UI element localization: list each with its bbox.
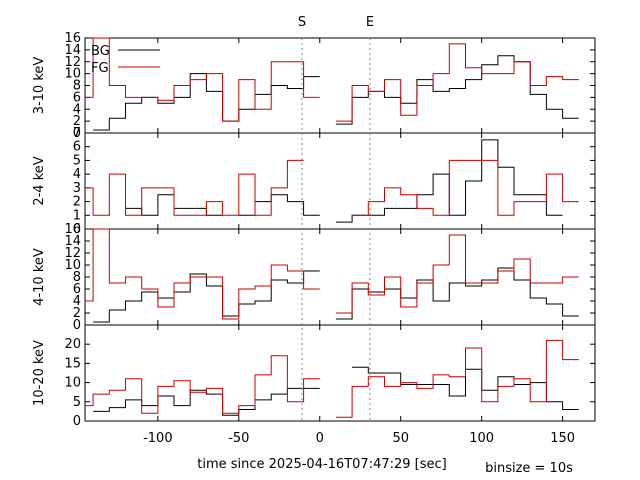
y-tick-label: 2 <box>73 195 81 210</box>
y-tick-label: 8 <box>73 79 81 94</box>
y-axis-label: 10-20 keV <box>32 340 47 406</box>
y-tick-label: 8 <box>73 270 81 285</box>
y-tick-label: 6 <box>73 90 81 105</box>
y-tick-label: 2 <box>73 114 81 129</box>
series-bg-line <box>125 139 563 223</box>
y-tick-label: 10 <box>64 376 81 391</box>
x-axis-label: time since 2025-04-16T07:47:29 [sec] <box>197 457 446 472</box>
x-tick-labels: -100 -50 0 50 100 150 <box>143 431 575 446</box>
y-tick-label: 10 <box>64 258 81 273</box>
y-tick-label: 12 <box>64 246 81 261</box>
y-axis-label: 2-4 keV <box>32 156 47 205</box>
x-tick-label: 150 <box>550 431 575 446</box>
y-tick-label: 3 <box>73 181 81 196</box>
y-tick-label: 15 <box>64 356 81 371</box>
y-tick-label: 0 <box>73 222 81 237</box>
y-tick-label: 14 <box>64 43 81 58</box>
panel-4: 0 5 10 15 20 10-20 keV <box>32 324 596 429</box>
y-tick-label: 5 <box>73 153 81 168</box>
y-tick-label: 5 <box>73 395 81 410</box>
y-axis-label: 3-10 keV <box>32 57 47 115</box>
binsize-label: binsize = 10s <box>485 461 573 476</box>
x-tick-label: 100 <box>469 431 494 446</box>
series-fg-line <box>85 159 579 216</box>
y-tick-label: 20 <box>64 337 81 352</box>
x-tick-label: 50 <box>392 431 409 446</box>
y-tick-label: 0 <box>73 318 81 333</box>
y-tick-label: 4 <box>73 294 81 309</box>
x-tick-label: -50 <box>228 431 249 446</box>
series-fg-line <box>85 37 579 122</box>
marker-label-s: S <box>298 15 306 30</box>
x-tick-label: 0 <box>316 431 324 446</box>
y-tick-label: 16 <box>64 31 81 46</box>
series-fg-line <box>85 339 579 418</box>
y-tick-label: 12 <box>64 55 81 70</box>
marker-label-e: E <box>366 15 374 30</box>
legend-label-bg: BG <box>91 44 110 59</box>
panel-frame <box>84 132 596 230</box>
y-tick-label: 7 <box>73 126 81 141</box>
y-tick-label: 4 <box>73 102 81 117</box>
panel-frame <box>84 324 596 422</box>
series-fg-line <box>85 228 579 320</box>
series-bg-line <box>93 366 579 416</box>
y-tick-label: 0 <box>73 126 81 141</box>
legend: BG FG <box>91 44 160 76</box>
y-tick-label: 6 <box>73 282 81 297</box>
panel-frame <box>84 228 596 326</box>
y-axis-label: 4-10 keV <box>32 248 47 306</box>
legend-label-fg: FG <box>91 61 109 76</box>
y-tick-label: 4 <box>73 167 81 182</box>
y-tick-label: 6 <box>73 140 81 155</box>
panel-frame <box>84 37 596 134</box>
y-tick-label: 10 <box>64 67 81 82</box>
y-tick-label: 1 <box>73 208 81 223</box>
series-bg-line <box>93 55 579 131</box>
x-tick-label: -100 <box>143 431 173 446</box>
series-bg-line <box>93 267 579 323</box>
y-tick-label: 16 <box>64 222 81 237</box>
y-tick-label: 14 <box>64 234 81 249</box>
y-tick-label: 2 <box>73 306 81 321</box>
y-tick-label: 0 <box>73 414 81 429</box>
